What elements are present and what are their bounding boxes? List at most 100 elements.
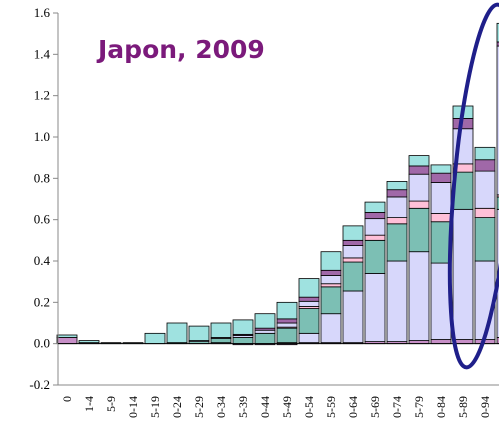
bar-segment [474,159,496,172]
bar-segment [430,172,452,183]
bar-segment [320,286,342,315]
x-tick-label: 0-74 [390,396,404,418]
y-tick-label: 1.6 [34,5,51,20]
x-tick-label: 0-94 [478,396,492,418]
x-tick-label: 5-49 [280,396,294,418]
y-tick-label: 0.0 [34,336,50,351]
bar-segment [408,165,430,175]
bar-segment [298,296,320,302]
bar-segment [276,327,298,344]
bar-segment [298,308,320,334]
bar-segment [320,283,342,288]
x-tick-label: 1-4 [82,396,96,412]
bar-segment [298,332,320,344]
x-tick-label: 0-24 [170,396,184,418]
bar-segment [364,239,386,274]
y-tick-label: 1.4 [34,46,51,61]
bar-segment [56,337,78,345]
x-tick-label: 5-59 [324,396,338,418]
x-tick-label: 5-89 [456,396,470,418]
chart-title: Japon, 2009 [96,35,265,64]
bar-segment [430,164,452,174]
bar-segment [188,325,210,341]
bar-segment [430,339,452,345]
bar-segment [430,213,452,223]
bar-segment [364,234,386,241]
bar-segment [496,45,499,196]
bar-segment [496,196,499,210]
bar-segment [254,332,276,345]
bar-segment [254,329,276,334]
y-tick-label: 1.0 [34,129,50,144]
bar-segment [496,22,499,43]
x-tick-label: 5-19 [148,396,162,418]
bar-segment [474,146,496,161]
bar-segment [474,207,496,219]
bar-segment [496,337,499,345]
bar-segment [320,313,342,344]
y-tick-label: 0.8 [34,170,50,185]
bar-segment [342,290,364,344]
bar-segment [452,208,474,340]
x-tick-label: 0-84 [434,396,448,418]
x-tick-label: 0-64 [346,396,360,418]
bar-segment [232,337,254,345]
bar-segment [320,275,342,285]
x-tick-label: 5-9 [104,396,118,412]
bar-segment [56,334,78,338]
bar-segment [342,239,364,246]
bar-segment [276,318,298,324]
bar-segment [78,340,100,344]
axes-group [57,13,499,386]
bar-segment [386,181,408,191]
x-tick-label: 0-34 [214,396,228,418]
bar-segment [364,272,386,342]
bar-segment [144,332,166,345]
y-tick-label: -0.2 [29,377,50,392]
highlight-ellipse [447,2,499,370]
bar-segment [386,196,408,219]
bars-group [56,22,499,346]
bar-segment [298,278,320,298]
bar-segment [364,201,386,213]
bar-segment [364,218,386,236]
bar-segment [276,301,298,320]
bar-segment [342,261,364,292]
bar-segment [298,300,320,307]
bar-segment [342,225,364,241]
bar-segment [342,245,364,259]
bar-segment [408,207,430,253]
bar-segment [210,322,232,338]
bar-segment [386,260,408,342]
bar-segment [474,170,496,209]
bar-segment [276,322,298,328]
bar-segment [474,260,496,340]
x-tick-label: 5-69 [368,396,382,418]
x-tick-label: 0-54 [302,396,316,418]
y-axis-ticks: -0.2 0.0 0.2 0.4 0.6 0.8 1.0 1.2 1.4 1.6 [29,5,58,392]
y-tick-label: 0.6 [34,212,51,227]
bar-segment [320,269,342,276]
x-tick-label: 0-44 [258,396,272,418]
bar-segment [166,322,188,344]
bar-segment [430,182,452,214]
bar-segment [474,217,496,262]
bar-segment [210,338,232,344]
bar-segment [408,155,430,167]
x-tick-label: 5-39 [236,396,250,418]
bar-segment [496,194,499,198]
y-tick-label: 0.2 [34,294,50,309]
x-tick-label: 5-29 [192,396,206,418]
bar-segment [496,41,499,47]
bar-segment [386,189,408,198]
bar-segment [342,257,364,263]
x-tick-label: 0-14 [126,396,140,418]
bar-segment [364,212,386,220]
bar-segment [386,217,408,225]
x-tick-label: 5-79 [412,396,426,418]
x-tick-label: 0 [60,396,74,402]
bar-segment [386,223,408,262]
bar-segment [320,251,342,271]
bar-segment [408,200,430,209]
